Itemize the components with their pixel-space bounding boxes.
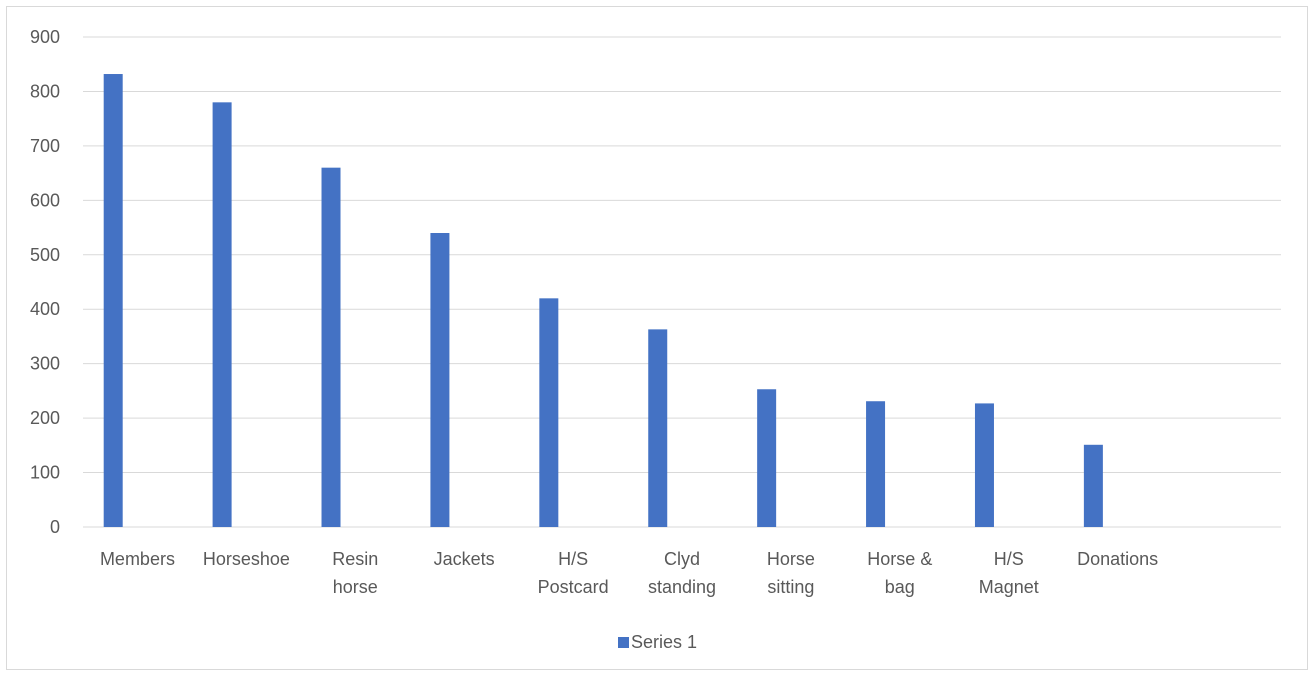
x-category-label: standing	[648, 577, 716, 597]
x-axis-categories: Members Horseshoe Resin horse Jackets H/S Post…	[100, 549, 1158, 597]
y-tick-label: 100	[30, 463, 60, 483]
x-category-label: Members	[100, 549, 175, 569]
x-category-label: Horseshoe	[203, 549, 290, 569]
gridlines	[83, 36, 1281, 528]
bar	[430, 233, 450, 527]
y-axis-ticks: 0 100 200 300 400 500 600 700 800 900	[30, 27, 60, 537]
bar	[103, 74, 123, 528]
x-category-label: bag	[885, 577, 915, 597]
x-category-label: H/S	[994, 549, 1024, 569]
y-tick-label: 900	[30, 27, 60, 47]
x-category-label: Horse &	[867, 549, 932, 569]
bar	[1083, 444, 1103, 527]
x-category-label: Donations	[1077, 549, 1158, 569]
bar	[974, 403, 994, 527]
bar	[757, 389, 777, 527]
bar	[321, 167, 341, 527]
bar	[866, 401, 886, 527]
x-category-label: Horse	[767, 549, 815, 569]
x-category-label: sitting	[767, 577, 814, 597]
y-tick-label: 600	[30, 190, 60, 210]
x-category-label: Jackets	[434, 549, 495, 569]
y-tick-label: 700	[30, 136, 60, 156]
bar	[539, 298, 559, 527]
x-category-label: horse	[333, 577, 378, 597]
y-tick-label: 0	[50, 517, 60, 537]
x-category-label: H/S	[558, 549, 588, 569]
y-tick-label: 400	[30, 299, 60, 319]
y-tick-label: 200	[30, 408, 60, 428]
legend-swatch	[618, 637, 629, 648]
x-category-label: Clyd	[664, 549, 700, 569]
x-category-label: Magnet	[979, 577, 1039, 597]
y-tick-label: 800	[30, 81, 60, 101]
y-tick-label: 500	[30, 245, 60, 265]
legend-label: Series 1	[631, 632, 697, 652]
y-tick-label: 300	[30, 354, 60, 374]
x-category-label: Resin	[332, 549, 378, 569]
legend: Series 1	[618, 632, 697, 652]
bar	[212, 102, 232, 527]
bar	[648, 329, 668, 527]
bars	[103, 74, 1103, 528]
x-category-label: Postcard	[538, 577, 609, 597]
